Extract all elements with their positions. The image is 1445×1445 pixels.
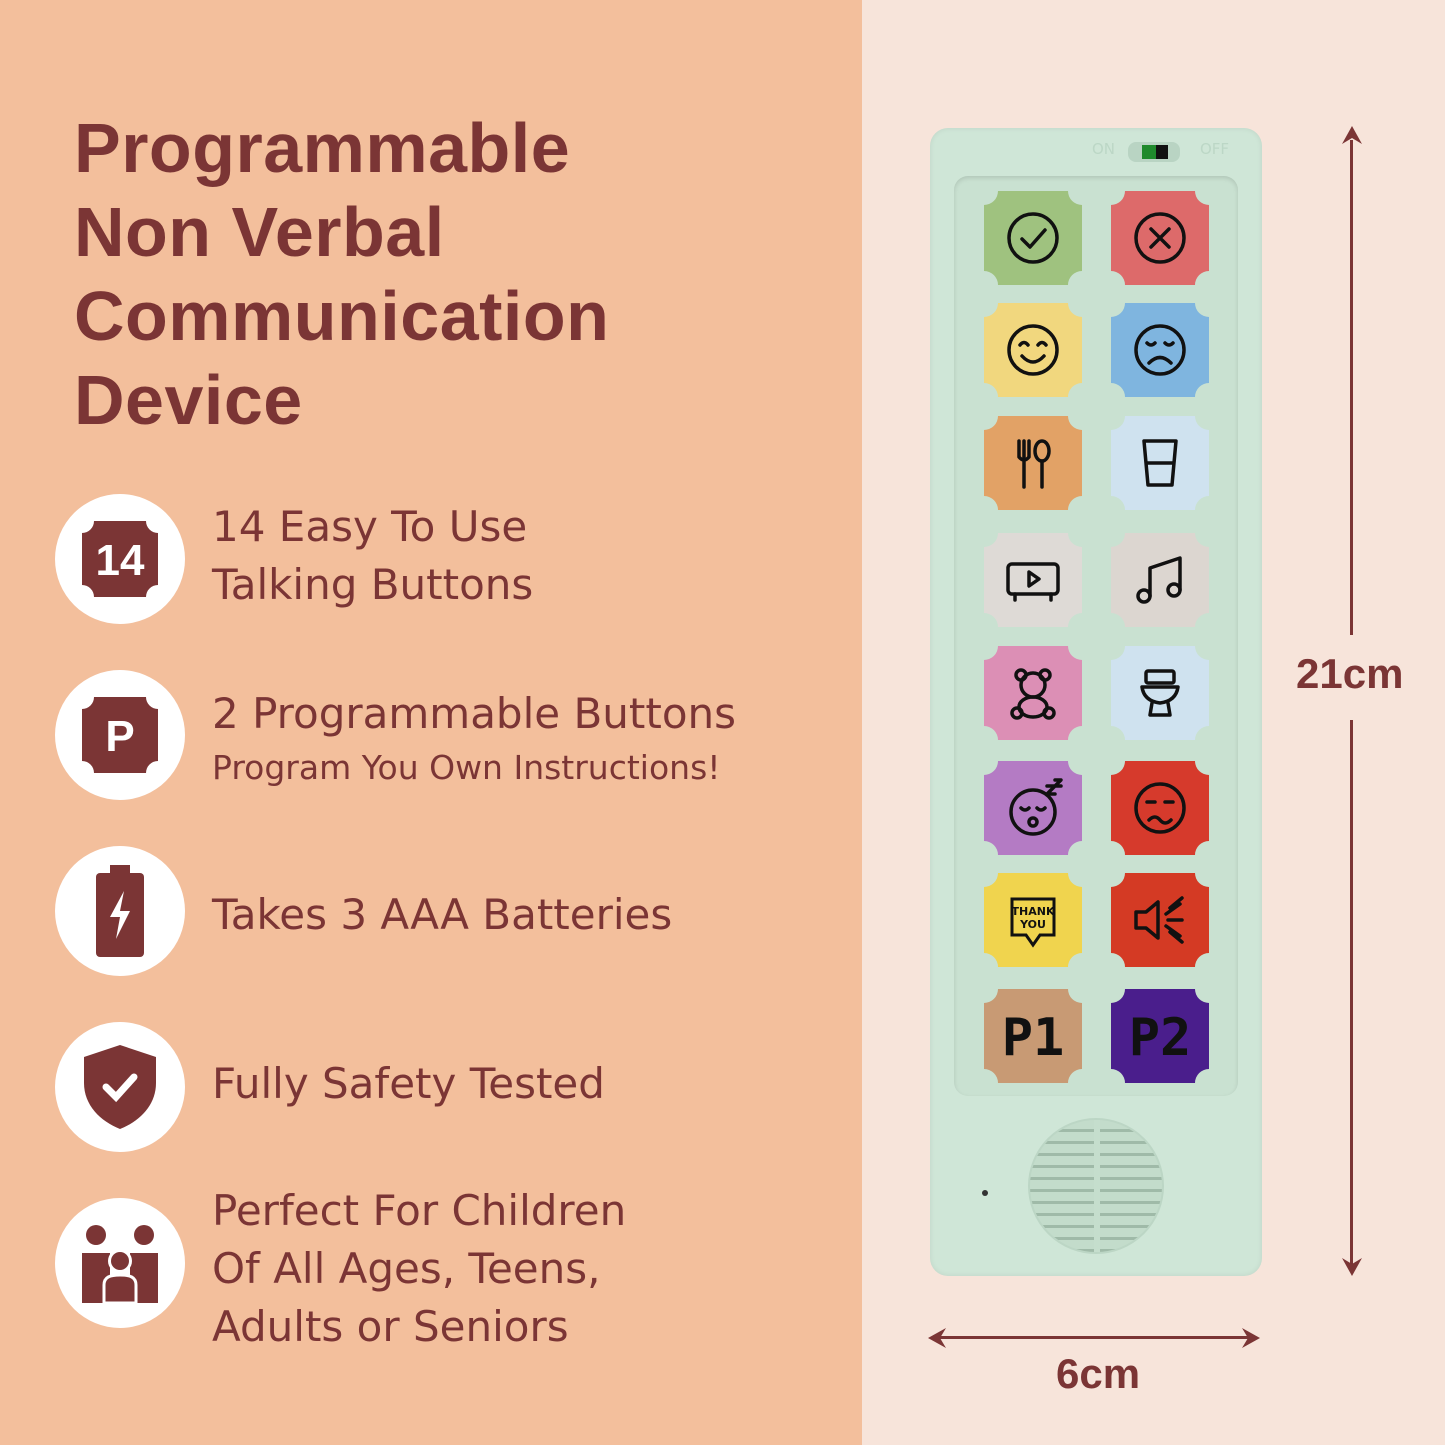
svg-text:YOU: YOU	[1019, 918, 1046, 931]
talking-button-tv[interactable]	[984, 533, 1082, 627]
talking-button-glass[interactable]	[1111, 416, 1209, 510]
music-icon	[1136, 556, 1182, 604]
arrow-left-icon	[928, 1328, 946, 1348]
sad-face-icon	[1134, 324, 1186, 376]
switch-on-label: ON	[1092, 140, 1116, 158]
talking-button-cutlery[interactable]	[984, 416, 1082, 510]
power-switch[interactable]	[1128, 142, 1180, 162]
number-14-badge-icon: 14	[55, 494, 185, 624]
cross-icon	[1134, 212, 1186, 264]
talking-button-loud-speaker[interactable]	[1111, 873, 1209, 967]
speaker-grille	[1028, 1118, 1164, 1254]
p1-label: P1	[1002, 1008, 1065, 1068]
talking-button-happy-face[interactable]	[984, 303, 1082, 397]
microphone-hole	[982, 1190, 988, 1196]
tv-icon	[1006, 562, 1060, 602]
family-icon	[55, 1198, 185, 1328]
feature-ages: Perfect For Children Of All Ages, Teens,…	[55, 1186, 855, 1351]
arrow-up-icon	[1342, 126, 1362, 144]
feature-title: Adults or Seniors	[212, 1302, 569, 1351]
shield-check-icon	[55, 1022, 185, 1152]
communication-device: ON OFF THANK YOU P1 P2	[930, 128, 1262, 1276]
width-label: 6cm	[1056, 1350, 1141, 1397]
talking-button-music[interactable]	[1111, 533, 1209, 627]
feature-title: 2 Programmable Buttons	[212, 689, 737, 738]
feature-batteries: Takes 3 AAA Batteries	[55, 846, 855, 976]
arrow-down-icon	[1342, 1258, 1362, 1276]
height-arrow-top	[1350, 140, 1353, 635]
svg-text:P: P	[105, 712, 134, 761]
talking-button-p2-label[interactable]: P2	[1111, 989, 1209, 1083]
talking-button-p1-label[interactable]: P1	[984, 989, 1082, 1083]
p-badge-icon: P	[55, 670, 185, 800]
svg-text:14: 14	[96, 536, 145, 585]
feature-title: Perfect For Children	[212, 1186, 627, 1235]
feature-title: 14 Easy To Use	[212, 502, 528, 551]
feature-safety: Fully Safety Tested	[55, 1022, 855, 1152]
feature-title: Of All Ages, Teens,	[212, 1244, 601, 1293]
arrow-right-icon	[1242, 1328, 1260, 1348]
toilet-icon	[1140, 669, 1180, 717]
p2-label: P2	[1129, 1008, 1192, 1068]
svg-text:THANK: THANK	[1012, 905, 1055, 918]
upset-face-icon	[1134, 782, 1186, 834]
talking-button-check[interactable]	[984, 191, 1082, 285]
talking-button-cross[interactable]	[1111, 191, 1209, 285]
height-arrow-bottom	[1350, 720, 1353, 1265]
feature-title: Talking Buttons	[212, 560, 534, 609]
loud-speaker-icon	[1134, 896, 1184, 944]
talking-button-sleepy-face[interactable]	[984, 761, 1082, 855]
talking-button-upset-face[interactable]	[1111, 761, 1209, 855]
feature-title: Fully Safety Tested	[212, 1059, 605, 1108]
height-label: 21cm	[1296, 650, 1404, 697]
switch-off-label: OFF	[1200, 140, 1230, 158]
feature-programmable: P 2 Programmable Buttons Program You Own…	[55, 670, 855, 800]
feature-subtitle: Program You Own Instructions!	[212, 748, 721, 787]
page-title: Programmable Non Verbal Communication De…	[74, 109, 610, 439]
talking-button-teddy-bear[interactable]	[984, 646, 1082, 740]
talking-button-toilet[interactable]	[1111, 646, 1209, 740]
cutlery-icon	[1017, 439, 1051, 489]
glass-icon	[1142, 439, 1178, 487]
sleepy-face-icon	[1009, 778, 1063, 836]
talking-button-sad-face[interactable]	[1111, 303, 1209, 397]
teddy-bear-icon	[1010, 668, 1056, 720]
width-arrow	[940, 1336, 1248, 1339]
feature-buttons: 14 14 Easy To Use Talking Buttons	[55, 494, 855, 624]
happy-face-icon	[1007, 324, 1059, 376]
battery-icon	[55, 846, 185, 976]
feature-title: Takes 3 AAA Batteries	[212, 890, 673, 939]
check-icon	[1007, 212, 1059, 264]
talking-button-thank-you[interactable]: THANK YOU	[984, 873, 1082, 967]
